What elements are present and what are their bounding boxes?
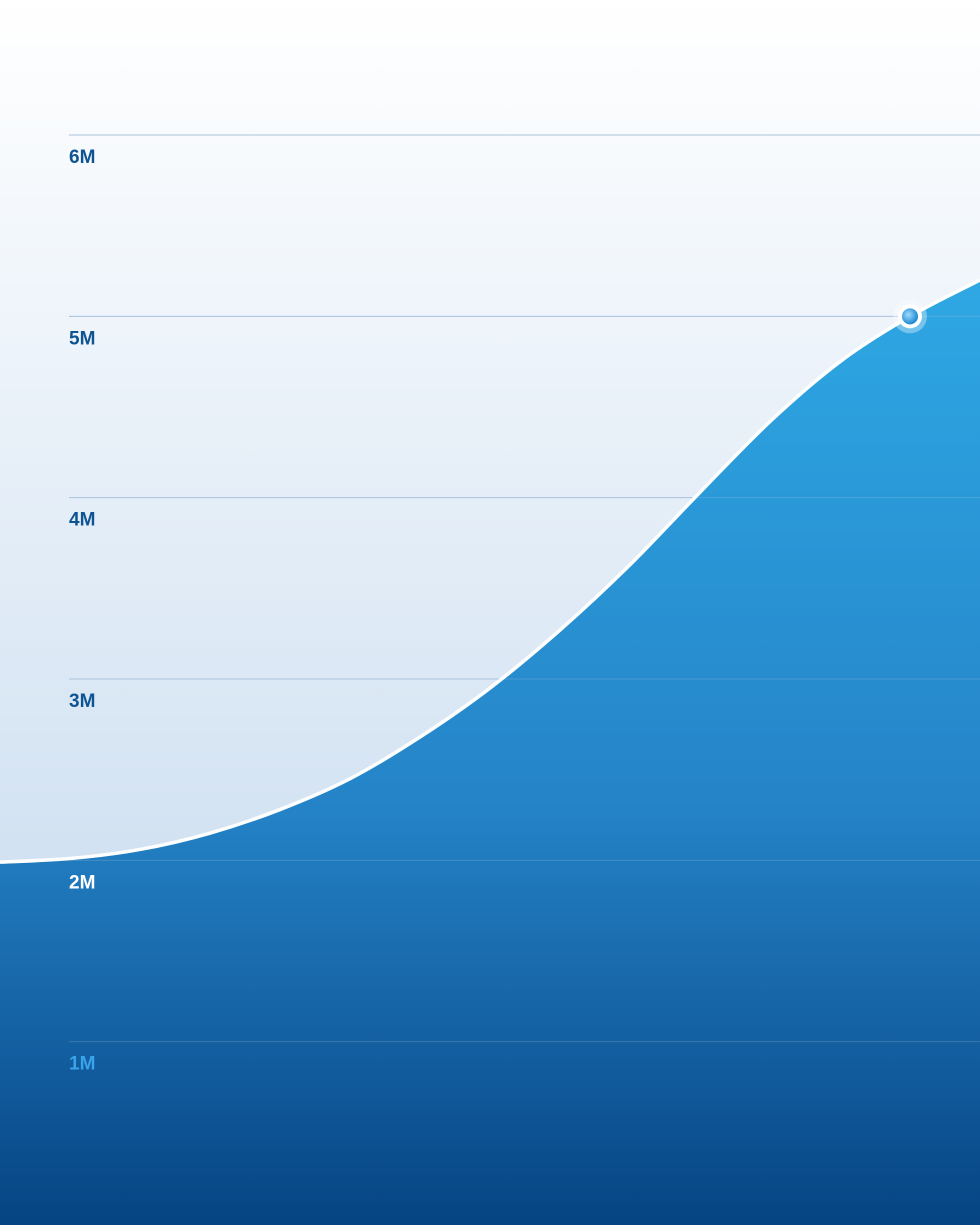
area xyxy=(0,280,980,1225)
y-tick-label: 4M xyxy=(69,510,95,531)
y-tick-label: 6M xyxy=(69,147,95,168)
marker-core xyxy=(902,308,918,325)
y-tick-label: 1M xyxy=(69,1054,95,1075)
y-tick-label: 5M xyxy=(69,328,95,349)
y-tick-label: 2M xyxy=(69,872,95,893)
y-tick-label: 3M xyxy=(69,691,95,712)
line xyxy=(0,278,980,864)
